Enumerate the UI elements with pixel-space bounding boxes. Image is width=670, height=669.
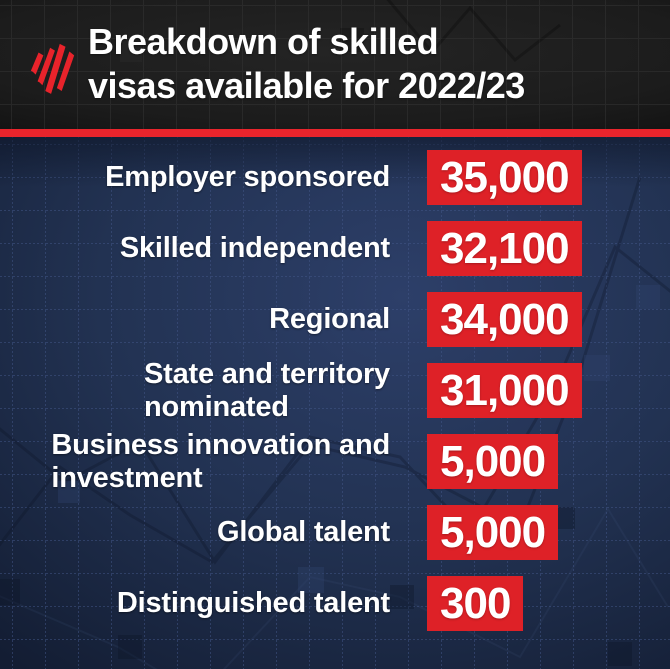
table-row-skilled-independent: Skilled independent 32,100 — [0, 221, 670, 276]
table-row-state-territory-nominated: State and territory nominated 31,000 — [0, 358, 670, 423]
visa-count-badge: 31,000 — [427, 363, 582, 418]
value-cell: 5,000 — [427, 505, 670, 560]
visa-count-badge: 5,000 — [427, 505, 559, 560]
visa-count-badge: 35,000 — [427, 150, 582, 205]
visa-category-label: Business innovation and investment — [51, 428, 390, 494]
value-cell: 5,000 — [427, 434, 670, 489]
visa-category-label: State and territory nominated — [144, 357, 390, 423]
visa-category-label: Distinguished talent — [116, 587, 390, 619]
value-cell: 35,000 — [427, 150, 670, 205]
table-row-business-innovation-investment: Business innovation and investment 5,000 — [0, 429, 670, 494]
value-cell: 34,000 — [427, 292, 670, 347]
chart-area: Employer sponsored 35,000 Skilled indepe… — [0, 137, 670, 669]
red-divider — [0, 129, 670, 137]
sbs-logo-icon — [30, 43, 75, 94]
label-cell: Employer sponsored — [0, 161, 427, 194]
value-cell: 300 — [427, 576, 670, 631]
header: Breakdown of skilled visas available for… — [0, 0, 670, 129]
label-cell: Business innovation and investment — [0, 429, 427, 495]
header-background — [0, 0, 670, 129]
label-cell: Global talent — [0, 516, 427, 549]
header-content: Breakdown of skilled visas available for… — [0, 0, 670, 129]
visa-table: Employer sponsored 35,000 Skilled indepe… — [0, 137, 670, 669]
table-row-regional: Regional 34,000 — [0, 292, 670, 347]
table-row-global-talent: Global talent 5,000 — [0, 505, 670, 560]
table-row-distinguished-talent: Distinguished talent 300 — [0, 576, 670, 631]
visa-category-label: Skilled independent — [119, 232, 390, 264]
visa-count-badge: 34,000 — [427, 292, 582, 347]
value-cell: 32,100 — [427, 221, 670, 276]
label-cell: Regional — [0, 303, 427, 336]
page-title: Breakdown of skilled visas available for… — [88, 21, 525, 106]
visa-count-badge: 300 — [427, 576, 524, 631]
visa-category-label: Global talent — [216, 516, 390, 548]
label-cell: Skilled independent — [0, 232, 427, 265]
visa-category-label: Regional — [269, 303, 390, 335]
visa-category-label: Employer sponsored — [105, 161, 390, 193]
label-cell: State and territory nominated — [0, 358, 427, 424]
visa-count-badge: 32,100 — [427, 221, 582, 276]
visa-count-badge: 5,000 — [427, 434, 559, 489]
label-cell: Distinguished talent — [0, 587, 427, 620]
value-cell: 31,000 — [427, 363, 670, 418]
table-row-employer-sponsored: Employer sponsored 35,000 — [0, 150, 670, 205]
